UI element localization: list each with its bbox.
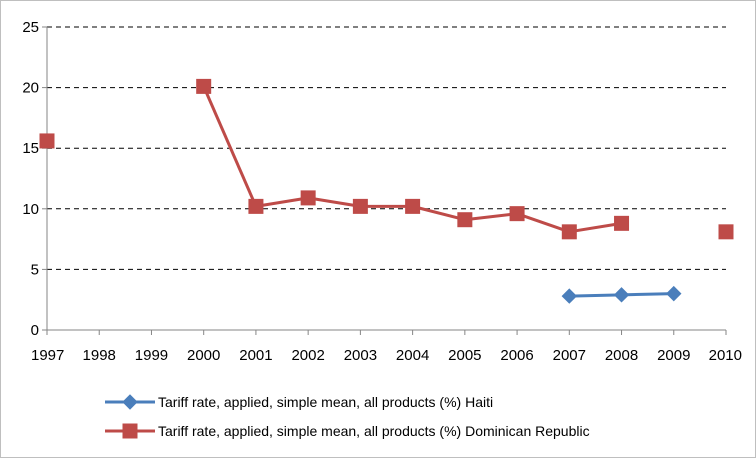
x-tick-label: 2008	[605, 347, 638, 364]
data-point	[39, 133, 55, 149]
data-point	[509, 206, 525, 222]
data-point	[300, 190, 316, 206]
legend-marker	[122, 423, 138, 439]
x-tick-label: 1997	[31, 347, 64, 364]
x-tick-label: 1998	[83, 347, 116, 364]
data-point	[352, 198, 368, 214]
data-point	[614, 215, 630, 231]
data-point	[405, 198, 421, 214]
series-line-segment	[464, 212, 518, 222]
data-point	[613, 287, 630, 303]
x-tick-label: 2000	[187, 347, 220, 364]
legend-label: Tariff rate, applied, simple mean, all p…	[158, 394, 493, 410]
series-line-segment	[621, 292, 674, 297]
legend-marker	[122, 394, 138, 410]
data-point	[561, 288, 578, 304]
series-line-segment	[569, 221, 622, 234]
series-haiti	[561, 285, 682, 304]
x-tick-label: 2002	[291, 347, 324, 364]
series-line-segment	[516, 212, 570, 234]
y-tick-label: 0	[31, 322, 39, 339]
x-tick-label: 2003	[344, 347, 377, 364]
x-tick-label: 2009	[657, 347, 690, 364]
y-axis-tick-labels: 0 5 10 15 20 25	[22, 19, 39, 339]
x-tick-label: 2010	[709, 347, 742, 364]
series-line-segment	[412, 204, 466, 222]
gridlines	[47, 26, 726, 270]
data-point	[196, 78, 212, 94]
x-tick-label: 2001	[239, 347, 272, 364]
legend-item-haiti: Tariff rate, applied, simple mean, all p…	[105, 394, 493, 410]
data-point	[561, 224, 577, 240]
legend: Tariff rate, applied, simple mean, all p…	[105, 394, 590, 439]
series-dominican-republic	[39, 78, 734, 240]
data-point	[457, 212, 473, 228]
x-axis-tick-labels: 1997 1998 1999 2000 2001 2002 2003 2004 2005 2006…	[31, 347, 742, 364]
data-point	[666, 285, 682, 302]
legend-label: Tariff rate, applied, simple mean, all p…	[158, 423, 590, 439]
series-line-segment	[307, 196, 361, 208]
data-point	[248, 198, 264, 214]
x-tick-label: 2005	[448, 347, 481, 364]
y-tick-label: 20	[22, 80, 39, 97]
series	[39, 78, 734, 304]
y-tick-label: 10	[22, 201, 39, 218]
data-point	[718, 224, 734, 240]
y-tick-label: 25	[22, 19, 39, 36]
y-tick-label: 15	[22, 140, 39, 157]
legend-item-dominican-republic: Tariff rate, applied, simple mean, all p…	[105, 423, 590, 439]
series-line-segment	[202, 85, 258, 207]
x-tick-label: 2004	[396, 347, 429, 364]
x-tick-label: 2007	[553, 347, 586, 364]
x-tick-label: 1999	[135, 347, 168, 364]
series-line-segment	[569, 293, 622, 298]
axes	[42, 26, 727, 335]
y-tick-label: 5	[31, 261, 39, 278]
series-line-segment	[255, 196, 309, 208]
x-tick-label: 2006	[500, 347, 533, 364]
